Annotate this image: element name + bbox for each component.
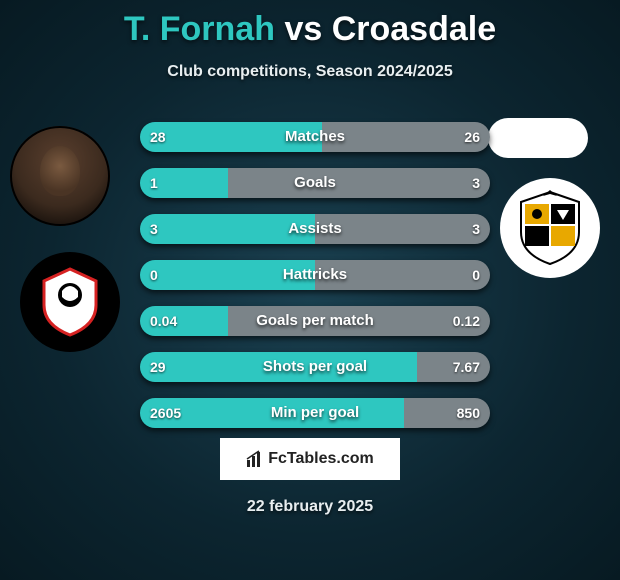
vs-label: vs: [284, 10, 322, 48]
stat-label: Goals: [140, 168, 490, 198]
player2-name: Croasdale: [332, 10, 496, 48]
chart-icon: [246, 450, 264, 468]
player1-club-badge: [20, 252, 120, 352]
stat-bar: 2826Matches: [140, 122, 490, 152]
date-label: 22 february 2025: [0, 498, 620, 516]
page-title: T. Fornah vs Croasdale: [0, 0, 620, 49]
stats-bars: 2826Matches 13Goals 33Assists 00Hattricks 0.…: [140, 122, 490, 444]
player1-name: T. Fornah: [124, 10, 275, 48]
stat-label: Goals per match: [140, 306, 490, 336]
stat-label: Matches: [140, 122, 490, 152]
stat-bar: 2605850Min per goal: [140, 398, 490, 428]
stat-bar: 33Assists: [140, 214, 490, 244]
shield-lion-icon: [40, 267, 100, 337]
player2-club-badge: [500, 178, 600, 278]
stat-label: Min per goal: [140, 398, 490, 428]
stat-label: Hattricks: [140, 260, 490, 290]
stat-bar: 0.040.12Goals per match: [140, 306, 490, 336]
subtitle: Club competitions, Season 2024/2025: [0, 63, 620, 81]
stat-bar: 297.67Shots per goal: [140, 352, 490, 382]
stat-bar: 00Hattricks: [140, 260, 490, 290]
player1-avatar: [10, 126, 110, 226]
stat-label: Assists: [140, 214, 490, 244]
player2-avatar: [488, 118, 588, 158]
stat-label: Shots per goal: [140, 352, 490, 382]
branding-badge: FcTables.com: [220, 438, 400, 480]
stat-bar: 13Goals: [140, 168, 490, 198]
shield-crest-icon: [515, 188, 585, 268]
branding-label: FcTables.com: [268, 450, 374, 468]
